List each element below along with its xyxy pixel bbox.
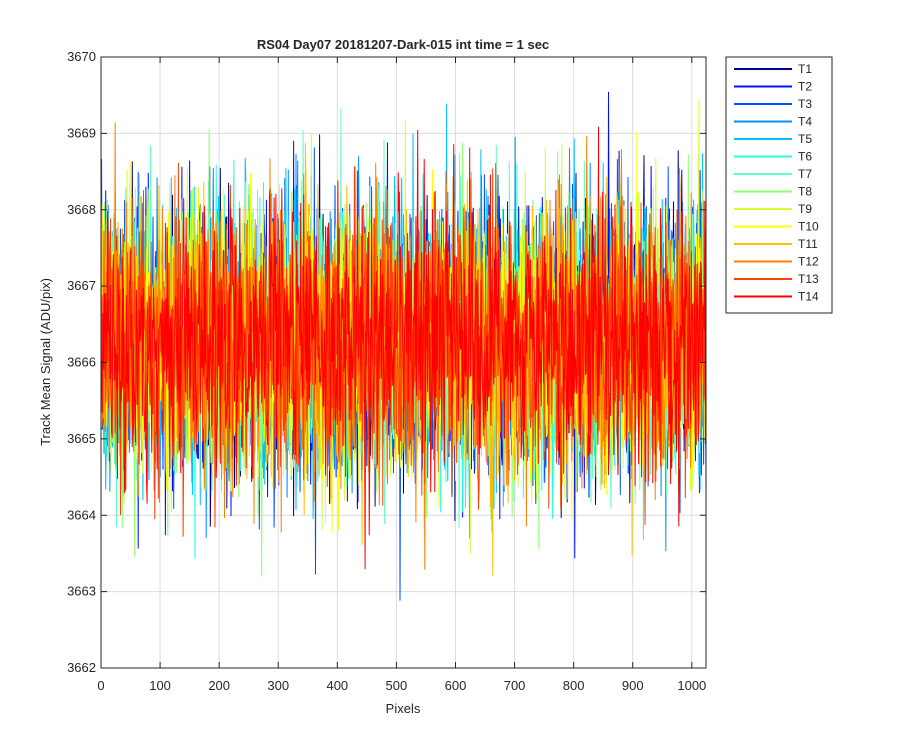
- x-axis-label: Pixels: [386, 701, 421, 716]
- x-tick-label: 0: [97, 678, 104, 693]
- y-tick-label: 3662: [67, 660, 96, 675]
- y-tick-label: 3665: [67, 431, 96, 446]
- legend-label: T2: [798, 80, 812, 94]
- legend-label: T4: [798, 115, 812, 129]
- x-axis: 0 100 200 300 400 500 600 700 800 900 1000: [97, 57, 706, 693]
- legend-label: T6: [798, 150, 812, 164]
- legend-label: T13: [798, 272, 819, 286]
- series-lines: [101, 91, 706, 601]
- legend-box: [725, 56, 833, 314]
- x-tick-label: 400: [326, 678, 348, 693]
- x-tick-label: 800: [563, 678, 585, 693]
- x-tick-label: 900: [622, 678, 644, 693]
- x-tick-label: 100: [149, 678, 171, 693]
- plot-area: 0 100 200 300 400 500 600 700 800 900 1000 3662366…: [67, 49, 707, 693]
- x-tick-label: 1000: [677, 678, 706, 693]
- y-axis: 3662 3663 3664 3665 3666 3667 3668 3669 3670: [67, 49, 706, 675]
- legend-label: T7: [798, 167, 812, 181]
- y-tick-label: 3669: [67, 125, 96, 140]
- y-tick-label: 3663: [67, 584, 96, 599]
- legend-label: T8: [798, 185, 812, 199]
- legend: T1 T2 T3 T4 T5 T6 T7 T8 T9 T10 T11 T12 T13 T14: [725, 56, 833, 314]
- legend-label: T14: [798, 290, 819, 304]
- x-tick-label: 600: [445, 678, 467, 693]
- x-tick-label: 300: [267, 678, 289, 693]
- y-tick-label: 3668: [67, 202, 96, 217]
- chart-title: RS04 Day07 20181207-Dark-015 int time = …: [257, 37, 549, 52]
- y-tick-label: 3670: [67, 49, 96, 64]
- legend-label: T12: [798, 255, 819, 269]
- y-axis-label: Track Mean Signal (ADU/pix): [38, 278, 53, 446]
- x-tick-label: 500: [386, 678, 408, 693]
- x-tick-label: 200: [208, 678, 230, 693]
- x-tick-label: 700: [504, 678, 526, 693]
- y-tick-label: 3666: [67, 355, 96, 370]
- legend-label: T9: [798, 202, 812, 216]
- legend-label: T5: [798, 132, 812, 146]
- legend-label: T1: [798, 62, 812, 76]
- y-tick-label: 3664: [67, 507, 96, 522]
- legend-label: T11: [798, 237, 818, 251]
- series-line-t14: [101, 126, 706, 570]
- legend-label: T10: [798, 220, 819, 234]
- y-tick-label: 3667: [67, 278, 96, 293]
- legend-label: T3: [798, 97, 812, 111]
